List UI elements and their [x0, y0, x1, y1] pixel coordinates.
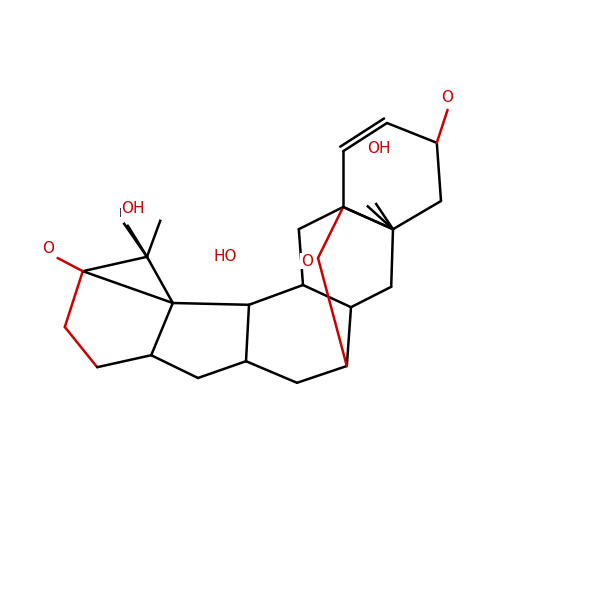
Text: Me: Me	[119, 207, 137, 220]
Text: OH: OH	[121, 202, 145, 216]
Text: HO: HO	[214, 250, 237, 264]
Text: O: O	[301, 253, 313, 269]
Text: O: O	[442, 90, 454, 105]
Text: OH: OH	[367, 140, 391, 155]
Text: O: O	[42, 241, 54, 256]
